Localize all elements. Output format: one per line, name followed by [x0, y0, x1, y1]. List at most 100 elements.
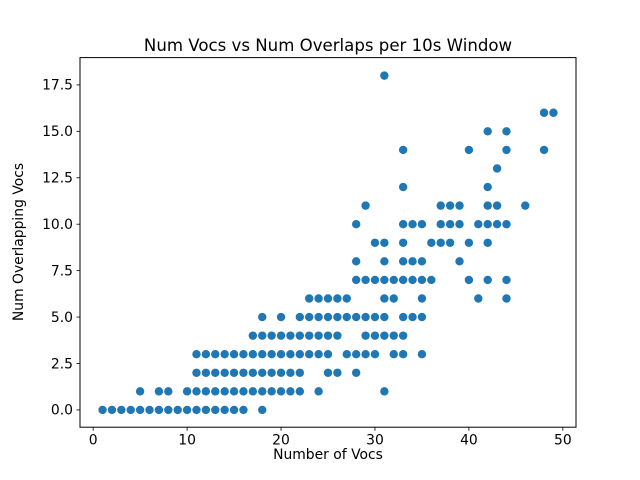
- data-point: [417, 275, 427, 285]
- data-point: [164, 387, 173, 396]
- data-point: [314, 387, 323, 396]
- data-point: [502, 220, 511, 229]
- data-point: [248, 350, 258, 359]
- data-point: [98, 405, 107, 415]
- data-point: [305, 350, 314, 359]
- data-point: [483, 127, 492, 136]
- data-point: [154, 405, 164, 415]
- data-point: [258, 368, 267, 377]
- data-point: [211, 387, 220, 396]
- data-point: [201, 387, 211, 396]
- data-point: [361, 201, 370, 210]
- data-point: [492, 164, 502, 173]
- data-point: [295, 350, 305, 359]
- data-point: [305, 294, 314, 303]
- data-point: [502, 294, 511, 303]
- data-point: [258, 331, 267, 340]
- y-tick-label: 2.5: [51, 356, 73, 372]
- data-point: [398, 238, 408, 247]
- data-point: [305, 331, 314, 340]
- data-point: [192, 368, 201, 377]
- data-point: [361, 350, 370, 359]
- data-point: [370, 350, 380, 359]
- data-point: [333, 312, 342, 322]
- data-point: [248, 368, 258, 377]
- data-point: [107, 405, 117, 415]
- data-point: [380, 312, 389, 322]
- data-point: [398, 220, 408, 229]
- data-point: [380, 275, 389, 285]
- data-point: [483, 182, 492, 192]
- data-point: [389, 331, 398, 340]
- data-point: [398, 350, 408, 359]
- data-point: [229, 387, 239, 396]
- data-point: [408, 275, 417, 285]
- scatter-points: [98, 71, 558, 415]
- data-point: [389, 350, 398, 359]
- data-point: [305, 312, 314, 322]
- data-point: [455, 201, 464, 210]
- data-point: [445, 220, 455, 229]
- data-point: [333, 331, 342, 340]
- data-point: [408, 257, 417, 266]
- data-point: [323, 350, 333, 359]
- data-point: [267, 331, 276, 340]
- data-point: [276, 387, 286, 396]
- data-point: [342, 312, 351, 322]
- data-point: [276, 350, 286, 359]
- data-point: [201, 368, 211, 377]
- data-point: [408, 312, 417, 322]
- data-point: [192, 405, 201, 415]
- data-point: [398, 275, 408, 285]
- y-tick-label: 5.0: [51, 310, 73, 326]
- data-point: [380, 238, 389, 247]
- data-point: [342, 350, 351, 359]
- data-point: [276, 312, 286, 322]
- y-tick-label: 10.0: [42, 217, 73, 233]
- data-point: [323, 312, 333, 322]
- data-point: [333, 368, 342, 377]
- data-point: [333, 294, 342, 303]
- data-point: [192, 350, 201, 359]
- data-point: [229, 405, 239, 415]
- data-point: [455, 257, 464, 266]
- data-point: [182, 387, 192, 396]
- data-point: [398, 145, 408, 155]
- x-tick-label: 30: [366, 433, 384, 449]
- data-point: [295, 387, 305, 396]
- data-point: [258, 387, 267, 396]
- data-point: [248, 387, 258, 396]
- data-point: [436, 201, 445, 210]
- data-point: [417, 220, 427, 229]
- data-point: [502, 145, 511, 155]
- data-point: [464, 275, 474, 285]
- y-tick-label: 15.0: [42, 124, 73, 140]
- x-tick-label: 40: [460, 433, 478, 449]
- data-point: [361, 312, 370, 322]
- data-point: [474, 220, 483, 229]
- data-point: [436, 220, 445, 229]
- data-point: [427, 275, 436, 285]
- data-point: [492, 201, 502, 210]
- data-point: [483, 201, 492, 210]
- data-point: [370, 275, 380, 285]
- x-tick-label: 10: [178, 433, 196, 449]
- data-point: [323, 294, 333, 303]
- data-point: [492, 220, 502, 229]
- data-point: [135, 405, 145, 415]
- data-point: [389, 275, 398, 285]
- data-point: [539, 108, 549, 117]
- data-point: [380, 257, 389, 266]
- data-point: [417, 350, 427, 359]
- data-point: [408, 220, 417, 229]
- data-point: [483, 275, 492, 285]
- data-point: [539, 145, 549, 155]
- data-point: [380, 71, 389, 80]
- data-point: [164, 405, 173, 415]
- data-point: [239, 405, 248, 415]
- data-point: [267, 387, 276, 396]
- data-point: [483, 220, 492, 229]
- y-tick-label: 17.5: [42, 78, 73, 94]
- data-point: [239, 368, 248, 377]
- data-point: [220, 350, 229, 359]
